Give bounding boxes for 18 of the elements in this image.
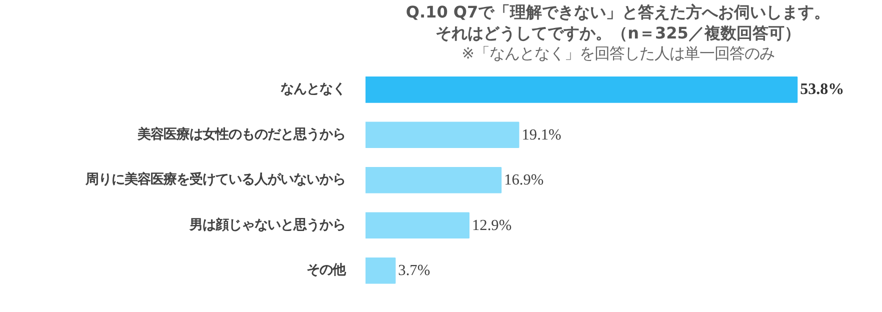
y-tick-label: 周りに美容医療を受けている人がいないから [84, 172, 346, 188]
y-tick-label: なんとなく [280, 82, 346, 98]
data-label: 19.1% [522, 126, 562, 144]
data-label: 3.7% [398, 262, 430, 280]
chart-subtitle: それはどうしてですか。（n＝325／複数回答可） [436, 24, 800, 42]
data-label: 12.9% [472, 216, 512, 234]
bar [366, 166, 502, 194]
y-tick-label: その他 [306, 263, 346, 278]
bar [366, 257, 396, 284]
y-tick-label: 男は顔じゃないと思うから [188, 216, 346, 233]
data-label: 53.8% [800, 81, 844, 98]
y-tick-label: 美容医療は女性のものだと思うから [136, 126, 346, 142]
data-label: 16.9% [504, 172, 544, 189]
chart-title: Q.10 Q7で「理解できない」と答えた方へお伺いします。 [406, 2, 830, 22]
bar [366, 122, 520, 148]
bar [366, 212, 470, 239]
text: ※「なんとなく」を回答した人は単一回答のみ [462, 44, 774, 62]
bar [366, 76, 798, 103]
